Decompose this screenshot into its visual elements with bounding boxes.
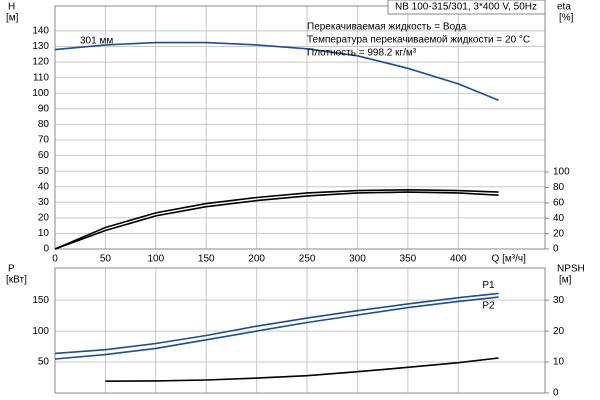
y-tick-label: 110: [33, 72, 49, 83]
y2-tick-label: 60: [553, 198, 565, 209]
x-tick-label: 150: [198, 254, 215, 265]
note: Перекачиваемая жидкость = Вода: [307, 22, 467, 33]
series-line: [105, 357, 499, 382]
y2-axis-title: eta: [557, 2, 571, 13]
y-axis-title: H: [8, 2, 15, 13]
x-tick-label: 50: [100, 254, 112, 265]
note: Температура перекачиваемой жидкости = 20…: [307, 35, 530, 46]
plot-frame: [54, 267, 546, 394]
x-tick-label: 200: [248, 254, 265, 265]
y-axis-unit: [м]: [6, 13, 19, 24]
x-tick-label: 300: [349, 254, 366, 265]
series-label: P2: [482, 301, 495, 312]
y2-tick-label: 40: [553, 213, 565, 224]
y-axis-unit: [кВт]: [6, 275, 27, 286]
subtitle: NB 100-315/301, 3*400 V, 50Hz: [395, 2, 537, 13]
x-tick-label: 250: [299, 254, 316, 265]
series-line: [54, 191, 499, 250]
series-line: [54, 41, 499, 101]
y-tick-label: 70: [38, 135, 50, 146]
y-tick-label: 30: [38, 197, 50, 208]
series-label: P1: [482, 280, 495, 291]
y-tick-label: 90: [38, 103, 50, 114]
info-box: [387, 0, 546, 15]
y2-tick-label: 0: [553, 388, 559, 399]
series-line: [54, 188, 499, 250]
y-tick-label: 120: [32, 57, 49, 68]
y2-tick-label: 10: [553, 357, 565, 368]
note: Плотность = 998.2 кг/м³: [307, 48, 417, 59]
y2-tick-label: 20: [553, 326, 565, 337]
y-tick-label: 100: [32, 326, 49, 337]
series-line: [54, 292, 499, 355]
y2-tick-label: 30: [553, 295, 565, 306]
y2-tick-label: 80: [553, 182, 565, 193]
y-tick-label: 140: [32, 26, 49, 37]
y-tick-label: 150: [32, 295, 49, 306]
y-tick-label: 40: [38, 181, 50, 192]
y-tick-label: 80: [38, 119, 50, 130]
y2-tick-label: 100: [553, 167, 570, 178]
y-tick-label: 50: [38, 166, 50, 177]
y2-tick-label: 0: [553, 244, 559, 255]
y-tick-label: 10: [38, 228, 50, 239]
y-tick-label: 100: [32, 88, 49, 99]
plot-frame: [54, 5, 546, 250]
y2-axis-unit: [м]: [559, 275, 572, 286]
x-tick-label: 0: [52, 254, 58, 265]
x-tick-label: 100: [147, 254, 164, 265]
x-tick-label: 350: [400, 254, 417, 265]
y-axis-title: P: [8, 264, 15, 275]
y-tick-label: 20: [38, 212, 50, 223]
y2-axis-unit: [%]: [559, 13, 574, 24]
series-line: [54, 296, 499, 360]
y2-tick-label: 20: [553, 228, 565, 239]
y-tick-label: 0: [43, 244, 49, 255]
x-tick-label: 400: [450, 254, 467, 265]
annotation: 301 мм: [80, 36, 113, 47]
y-tick-label: 60: [38, 150, 50, 161]
y-tick-label: 130: [32, 41, 49, 52]
y-tick-label: 50: [38, 357, 50, 368]
y2-axis-title: NPSH: [557, 264, 585, 275]
x-axis-title: Q [м³/ч]: [492, 254, 527, 265]
